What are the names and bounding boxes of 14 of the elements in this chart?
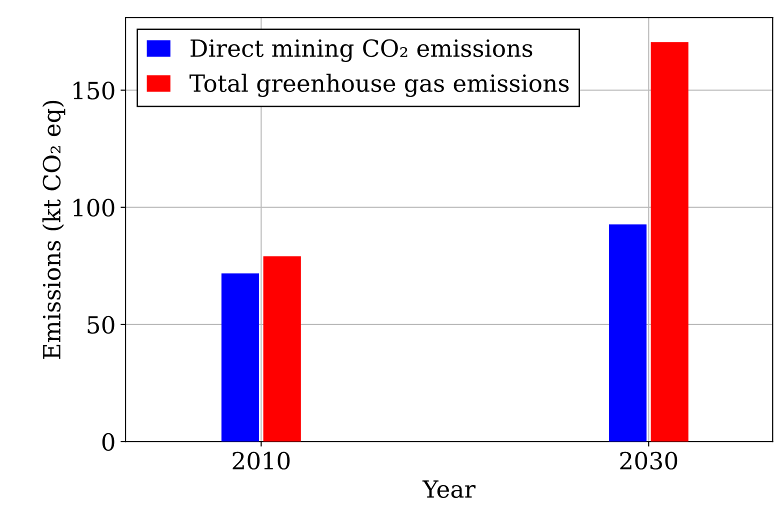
x-axis-title: Year bbox=[422, 480, 476, 498]
y-tick-label: 150 bbox=[74, 82, 114, 100]
bar bbox=[263, 256, 301, 442]
y-tick-label: 100 bbox=[74, 198, 114, 217]
bar bbox=[650, 42, 688, 442]
x-tick-label: 2030 bbox=[620, 452, 678, 470]
y-tick-label: 0 bbox=[102, 433, 114, 451]
legend-label: Direct mining CO₂ emissions bbox=[190, 39, 532, 62]
x-tick-label: 2010 bbox=[232, 452, 290, 470]
y-axis-title: Emissions (kt CO₂ eq) bbox=[42, 100, 66, 359]
y-tick-label: 50 bbox=[88, 316, 114, 334]
legend-label: Total greenhouse gas emissions bbox=[190, 74, 569, 97]
bar bbox=[608, 224, 647, 442]
bar bbox=[221, 273, 260, 442]
